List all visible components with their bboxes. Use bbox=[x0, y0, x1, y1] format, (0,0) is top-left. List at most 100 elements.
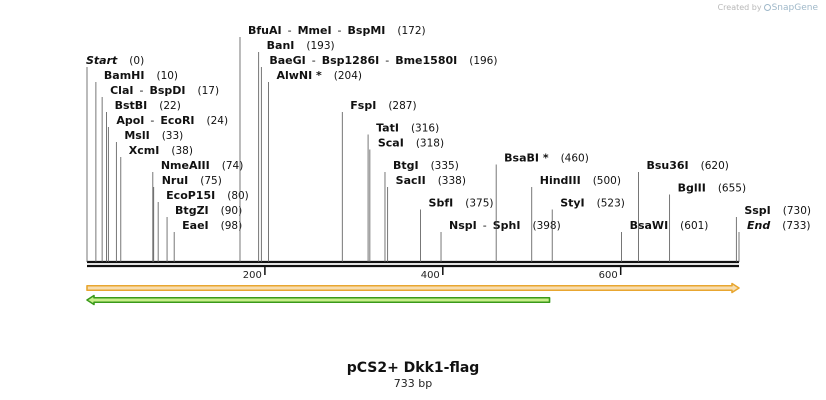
site-name-separator: - bbox=[338, 24, 342, 37]
site-label-bglii: BglII (655) bbox=[678, 182, 746, 195]
site-label-ecop15i: EcoP15I (80) bbox=[166, 189, 249, 202]
site-position: (500) bbox=[593, 175, 621, 187]
site-name: NspI bbox=[449, 219, 477, 232]
site-label-fspi: FspI (287) bbox=[350, 99, 416, 112]
site-label-msli: MslI (33) bbox=[124, 129, 183, 142]
site-name: Bsu36I bbox=[646, 159, 688, 172]
site-name: BtgI bbox=[393, 159, 419, 172]
site-name: MslI bbox=[124, 129, 149, 142]
site-name: SphI bbox=[493, 219, 521, 232]
plasmid-title: pCS2+ Dkk1-flag bbox=[346, 360, 480, 376]
credit-brand: SnapGene bbox=[771, 3, 818, 13]
site-position: (0) bbox=[129, 55, 144, 67]
site-label-baegi: BaeGI - Bsp1286I - Bme1580I (196) bbox=[269, 54, 497, 67]
site-name: HindIII bbox=[540, 174, 581, 187]
site-label-start: Start (0) bbox=[86, 54, 144, 67]
site-position: (375) bbox=[465, 198, 493, 210]
site-label-bsawi: BsaWI (601) bbox=[630, 219, 709, 232]
site-label-btgi: BtgI (335) bbox=[393, 159, 459, 172]
site-position: (38) bbox=[171, 145, 193, 157]
ruler-tick-label: 200 bbox=[243, 270, 262, 281]
site-name-separator: - bbox=[483, 219, 487, 232]
site-position: (75) bbox=[200, 175, 222, 187]
site-name: SspI bbox=[744, 204, 770, 217]
site-name: BsaBI * bbox=[504, 152, 549, 165]
site-name: AlwNI * bbox=[276, 69, 322, 82]
site-position: (172) bbox=[397, 25, 425, 37]
site-name: SbfI bbox=[429, 197, 454, 210]
site-name: BanI bbox=[267, 39, 295, 52]
site-label-bsu36i: Bsu36I (620) bbox=[646, 159, 728, 172]
site-position: (730) bbox=[783, 205, 811, 217]
site-label-bsabi: BsaBI * (460) bbox=[504, 152, 589, 165]
site-position: (17) bbox=[197, 85, 219, 97]
site-label-bstbi: BstBI (22) bbox=[115, 99, 181, 112]
site-name: BspMI bbox=[348, 24, 386, 37]
site-position: (655) bbox=[718, 183, 746, 195]
site-label-nmeaiii: NmeAIII (74) bbox=[161, 159, 243, 172]
site-position: (733) bbox=[782, 220, 810, 232]
site-name: BamHI bbox=[104, 69, 145, 82]
site-label-sacii: SacII (338) bbox=[396, 174, 466, 187]
site-name-separator: - bbox=[385, 54, 389, 67]
site-label-apoi: ApoI - EcoRI (24) bbox=[116, 114, 228, 127]
site-name: NmeAIII bbox=[161, 159, 210, 172]
site-name: EcoRI bbox=[160, 114, 194, 127]
site-label-nrui: NruI (75) bbox=[162, 174, 222, 187]
site-name: BglII bbox=[678, 182, 706, 195]
site-position: (460) bbox=[561, 153, 589, 165]
site-label-nspi: NspI - SphI (398) bbox=[449, 219, 561, 232]
site-name-separator: - bbox=[288, 24, 292, 37]
feature-green-feature bbox=[86, 294, 551, 306]
snapgene-credit: Created by SnapGene bbox=[718, 3, 818, 13]
site-name: BspDI bbox=[149, 84, 185, 97]
site-name: BsaWI bbox=[630, 219, 669, 232]
site-position: (193) bbox=[306, 40, 334, 52]
site-position: (335) bbox=[431, 160, 459, 172]
site-name: ClaI bbox=[110, 84, 133, 97]
site-position: (74) bbox=[222, 160, 244, 172]
site-name: StyI bbox=[560, 197, 584, 210]
site-name: ScaI bbox=[378, 137, 404, 150]
site-name: EcoP15I bbox=[166, 189, 215, 202]
site-name: BfuAI bbox=[248, 24, 282, 37]
site-position: (90) bbox=[221, 205, 243, 217]
ruler-tick-label: 400 bbox=[421, 270, 440, 281]
site-name: NruI bbox=[162, 174, 189, 187]
snapgene-logo-icon bbox=[763, 4, 771, 11]
site-name-separator: - bbox=[312, 54, 316, 67]
site-name: ApoI bbox=[116, 114, 144, 127]
site-name: EaeI bbox=[182, 219, 209, 232]
site-name: BtgZI bbox=[175, 204, 209, 217]
site-position: (523) bbox=[597, 198, 625, 210]
site-position: (398) bbox=[532, 220, 560, 232]
site-label-end: End (733) bbox=[747, 219, 810, 232]
site-name: TatI bbox=[376, 122, 399, 135]
ruler-tick-label: 600 bbox=[599, 270, 618, 281]
site-label-styi: StyI (523) bbox=[560, 197, 625, 210]
site-position: (33) bbox=[162, 130, 184, 142]
site-name: Bme1580I bbox=[395, 54, 457, 67]
site-position: (287) bbox=[388, 100, 416, 112]
site-name: BaeGI bbox=[269, 54, 305, 67]
site-name: SacII bbox=[396, 174, 426, 187]
site-position: (338) bbox=[438, 175, 466, 187]
site-position: (24) bbox=[207, 115, 229, 127]
site-label-btgzi: BtgZI (90) bbox=[175, 204, 242, 217]
site-name: End bbox=[747, 219, 770, 232]
site-label-bfuai: BfuAI - MmeI - BspMI (172) bbox=[248, 24, 426, 37]
credit-prefix: Created by bbox=[717, 3, 762, 12]
site-label-xcmi: XcmI (38) bbox=[129, 144, 193, 157]
site-label-scai: ScaI (318) bbox=[378, 137, 444, 150]
site-position: (318) bbox=[416, 138, 444, 150]
site-position: (80) bbox=[227, 190, 249, 202]
site-name: BstBI bbox=[115, 99, 148, 112]
site-name: Start bbox=[86, 54, 118, 67]
site-name: FspI bbox=[350, 99, 376, 112]
site-name: XcmI bbox=[129, 144, 160, 157]
plasmid-length: 733 bp bbox=[393, 377, 433, 390]
feature-orange-feature bbox=[86, 282, 740, 294]
site-name: MmeI bbox=[298, 24, 332, 37]
site-position: (316) bbox=[411, 123, 439, 135]
